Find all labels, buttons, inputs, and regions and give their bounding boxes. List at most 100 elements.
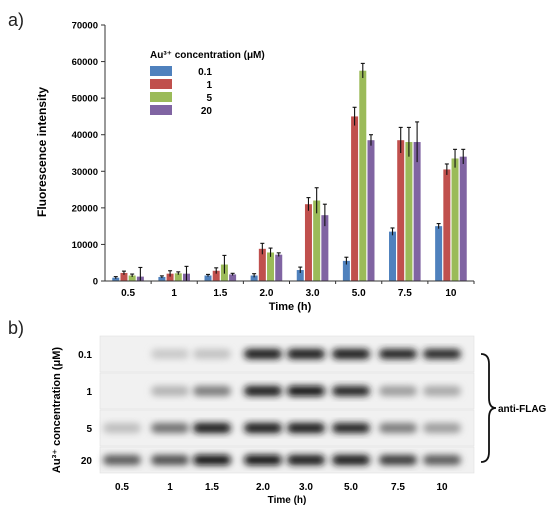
blot-band	[151, 455, 189, 465]
bar-0.1-1	[158, 276, 166, 281]
legend-title: Au³⁺ concentration (μM)	[150, 50, 265, 61]
bar-5-3.0	[313, 200, 321, 281]
x-tick-label: 3.0	[306, 288, 320, 299]
bar-5-0.5	[128, 275, 136, 281]
blot-band	[287, 349, 325, 359]
bar-20-2.0	[275, 254, 283, 281]
blot-band	[244, 349, 282, 359]
bar-group	[112, 70, 467, 281]
blot-band	[379, 455, 417, 465]
bar-0.1-10	[435, 226, 443, 281]
bar-20-5.0	[367, 140, 375, 281]
blot-lane-label: 2.0	[256, 482, 270, 493]
legend-label: 0.1	[198, 67, 212, 78]
blot-band	[379, 349, 417, 359]
blot-row-label: 20	[81, 456, 93, 467]
bar-20-10	[459, 156, 467, 281]
blot-lane-label: 3.0	[299, 482, 313, 493]
bar-20-7.5	[413, 142, 421, 281]
bar-5-2.0	[267, 252, 275, 281]
y-tick-label: 50000	[72, 94, 98, 105]
bar-1-1	[166, 273, 174, 281]
bar-1-5.0	[351, 116, 359, 281]
x-ticks: 0.5 1 1.5 2.0 3.0 5.0 7.5 10	[121, 281, 475, 299]
blot-band	[103, 455, 141, 465]
x-tick-label: 1.5	[213, 288, 227, 299]
y-tick-label: 40000	[72, 130, 98, 141]
blot-row-label: 0.1	[78, 350, 92, 361]
blot-band	[423, 423, 461, 433]
bar-1-3.0	[304, 204, 312, 281]
blot-band	[379, 423, 417, 433]
blot-band	[332, 423, 370, 433]
blot-band	[244, 386, 282, 396]
bar-5-5.0	[359, 70, 367, 281]
western-blot: 0.1 1 5 20 0.5 1 1.5 2.0 3.0 5.0 7.5 10	[78, 335, 475, 493]
legend: Au³⁺ concentration (μM) 0.1 1 5 20	[150, 50, 265, 117]
blot-lane-label: 10	[436, 482, 448, 493]
blot-x-axis-label: Time (h)	[268, 495, 307, 506]
error-bar-group	[113, 62, 466, 281]
blot-annotation: anti-FLAG	[498, 404, 547, 415]
bar-1-0.5	[120, 272, 128, 281]
legend-swatch-5	[150, 92, 172, 102]
bar-1-2.0	[258, 248, 266, 281]
blot-band	[287, 455, 325, 465]
blot-band	[423, 455, 461, 465]
legend-swatch-1	[150, 79, 172, 89]
blot-band	[423, 386, 461, 396]
legend-swatch-0.1	[150, 66, 172, 76]
y-tick-label: 20000	[72, 203, 98, 214]
y-tick-label: 60000	[72, 57, 98, 68]
bar-0.1-7.5	[389, 231, 397, 281]
x-axis-label: Time (h)	[269, 301, 312, 313]
blot-band	[244, 455, 282, 465]
blot-row-label: 5	[86, 424, 92, 435]
blot-lane-label: 0.5	[115, 482, 129, 493]
bar-0.1-1.5	[204, 275, 212, 281]
blot-band	[193, 349, 231, 359]
bar-1-10	[443, 169, 451, 281]
blot-lane-label: 7.5	[391, 482, 405, 493]
blot-band	[332, 349, 370, 359]
blot-lane-label: 1	[167, 482, 173, 493]
blot-band	[379, 386, 417, 396]
blot-band	[193, 423, 231, 433]
blot-band	[287, 423, 325, 433]
bar-0.1-0.5	[112, 277, 120, 281]
x-tick-label: 2.0	[259, 288, 273, 299]
blot-band	[193, 455, 231, 465]
bar-0.1-3.0	[296, 270, 304, 281]
bar-0.1-5.0	[342, 260, 350, 281]
panel-a-label: a)	[8, 10, 24, 30]
blot-y-axis-label: Au³⁺ concentration (μM)	[51, 347, 63, 474]
blot-band	[287, 386, 325, 396]
blot-band	[151, 386, 189, 396]
bar-5-7.5	[405, 142, 413, 281]
bar-20-3.0	[321, 215, 329, 281]
blot-lane-label: 1.5	[205, 482, 219, 493]
panel-b-label: b)	[8, 318, 24, 338]
legend-swatch-20	[150, 105, 172, 115]
x-tick-label: 0.5	[121, 288, 135, 299]
legend-label: 20	[201, 106, 213, 117]
blot-band	[244, 423, 282, 433]
y-tick-label: 30000	[72, 167, 98, 178]
blot-lane-label: 5.0	[344, 482, 358, 493]
legend-label: 1	[206, 80, 212, 91]
blot-band	[151, 423, 189, 433]
blot-band	[103, 423, 141, 433]
bar-5-10	[451, 158, 459, 281]
x-tick-label: 5.0	[352, 288, 366, 299]
bar-5-1	[174, 273, 182, 281]
bar-0.1-2.0	[250, 275, 258, 281]
y-ticks: 0 10000 20000 30000 40000 50000 60000 70000	[72, 21, 105, 288]
x-tick-label: 7.5	[398, 288, 412, 299]
x-tick-label: 10	[445, 288, 457, 299]
blot-band	[332, 455, 370, 465]
legend-label: 5	[206, 93, 212, 104]
y-axis-label: Fluorescence intensity	[35, 87, 49, 217]
y-tick-label: 70000	[72, 21, 98, 32]
